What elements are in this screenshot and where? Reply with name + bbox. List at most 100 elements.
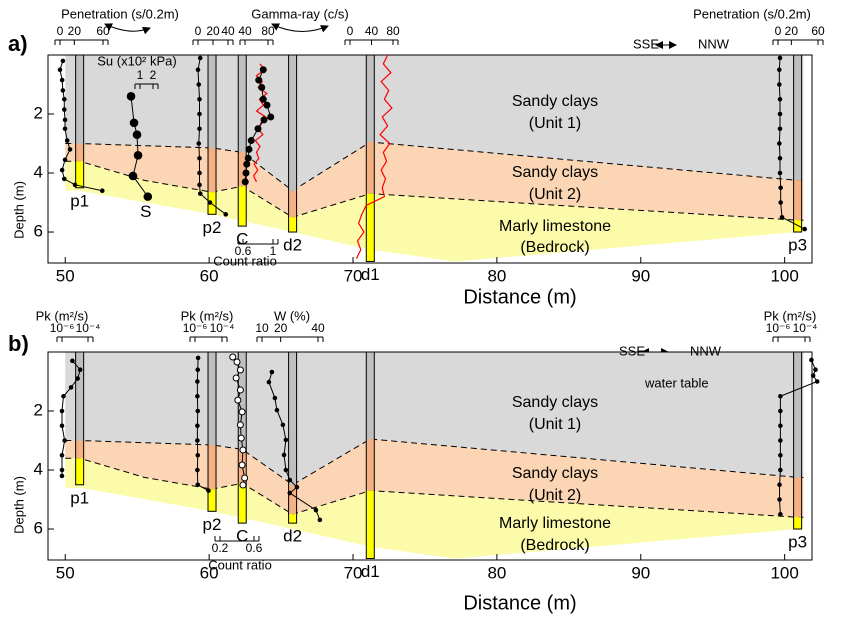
x-axis-label: Distance (m) <box>463 286 576 308</box>
x-tick-label: 100 <box>770 266 798 285</box>
profile-point <box>59 473 65 479</box>
profile-line <box>355 54 393 259</box>
profile-point <box>244 154 252 162</box>
profile-point <box>195 467 200 473</box>
profile-point <box>238 461 246 469</box>
layer-label: (Unit 1) <box>529 416 581 433</box>
profile-point <box>281 452 287 458</box>
x-tick-label: 70 <box>344 266 363 285</box>
inset-tick-label: 80 <box>261 24 275 38</box>
inset-tick-label: 1 <box>270 244 277 258</box>
profile-point <box>236 421 244 429</box>
layer <box>65 439 804 518</box>
profile-point <box>77 367 83 373</box>
profile-point <box>810 373 816 378</box>
profile-point <box>195 408 201 414</box>
profile-point <box>777 111 783 117</box>
profile-point <box>259 66 267 74</box>
profile-point <box>57 67 63 73</box>
profile-point <box>197 126 202 132</box>
panel-label: a) <box>8 31 28 56</box>
borehole-label: p2 <box>203 218 222 237</box>
inset-tick-label: 80 <box>386 24 400 38</box>
y-axis-label: Depth (m) <box>11 181 26 239</box>
profile-point <box>128 171 138 181</box>
arrow <box>104 23 151 35</box>
profile-point <box>777 96 783 102</box>
profile-point <box>813 367 818 373</box>
profile-point <box>236 366 244 374</box>
inset-tick-label: 10⁻⁶ <box>766 321 791 335</box>
profile-point <box>62 126 68 132</box>
profile-point <box>59 408 65 414</box>
inset-tick-label: 10⁻⁴ <box>76 321 101 335</box>
inset-tick-label: 1 <box>137 68 144 82</box>
borehole-segment <box>238 55 247 153</box>
profile-line <box>252 63 268 183</box>
inset-tick-label: 40 <box>238 24 252 38</box>
inset-title: Penetration (s/0.2m) <box>61 6 179 21</box>
profile-point <box>195 355 201 361</box>
profile-point <box>266 379 272 385</box>
inset-tick-label: 2 <box>150 68 157 82</box>
layer-label: Sandy clays <box>512 164 598 181</box>
inset-tick-label: 20 <box>206 24 220 38</box>
borehole-segment <box>793 55 802 181</box>
profile-point <box>777 82 782 87</box>
profile-point <box>777 126 783 132</box>
profile-point <box>60 88 66 93</box>
profile-point <box>258 83 266 91</box>
profile-point <box>254 125 262 133</box>
profile-point <box>247 137 255 145</box>
inset-tick-label: 0.6 <box>246 541 263 555</box>
inset-title: Penetration (s/0.2m) <box>693 6 811 21</box>
inset-tick-label: 0.2 <box>212 541 229 555</box>
profile-point <box>778 408 783 414</box>
borehole-segment <box>288 217 297 233</box>
borehole-segment <box>208 55 217 148</box>
profile-point <box>206 488 211 493</box>
inset-tick-label: 10⁻⁴ <box>793 321 818 335</box>
borehole-segment <box>75 458 84 485</box>
profile-point <box>197 96 202 102</box>
layer-label: (Bedrock) <box>520 537 589 554</box>
profile-point <box>59 423 65 429</box>
x-tick-label: 50 <box>56 563 75 582</box>
profile-point <box>242 169 250 177</box>
inset-title: Count ratio <box>208 557 272 572</box>
profile-label: S <box>140 202 151 221</box>
profile-point <box>777 482 782 488</box>
borehole-segment <box>793 180 802 221</box>
inset-tick-label: 10 <box>255 321 269 335</box>
direction-label: NNW <box>698 36 730 51</box>
legend-label: water table <box>644 375 709 390</box>
profile-point <box>62 176 67 182</box>
layer <box>65 352 804 485</box>
x-tick-label: 80 <box>487 563 506 582</box>
profile-point <box>245 145 253 153</box>
profile-point <box>60 58 66 64</box>
x-tick-label: 50 <box>56 266 75 285</box>
profile-point <box>259 95 267 103</box>
borehole-label: p1 <box>70 191 89 210</box>
borehole-segment <box>288 352 297 485</box>
profile-point <box>223 212 229 217</box>
borehole-segment <box>366 142 375 194</box>
layer <box>65 142 804 221</box>
profile-point <box>267 113 275 121</box>
plot-frame <box>47 351 813 561</box>
profile-point <box>283 437 289 443</box>
profile-point <box>778 423 783 429</box>
profile-point <box>814 379 820 384</box>
profile-point <box>802 226 807 232</box>
inset-title: Gamma-ray (c/s) <box>251 6 349 21</box>
profile-point <box>280 422 286 428</box>
layer <box>65 458 804 559</box>
borehole-label: d2 <box>283 236 302 255</box>
inset-tick-label: 20 <box>785 24 799 38</box>
borehole-segment <box>75 143 84 162</box>
profile-point <box>59 77 65 83</box>
layer-label: Sandy clays <box>512 465 598 482</box>
borehole-segment <box>238 352 247 450</box>
profile-point <box>197 155 202 161</box>
